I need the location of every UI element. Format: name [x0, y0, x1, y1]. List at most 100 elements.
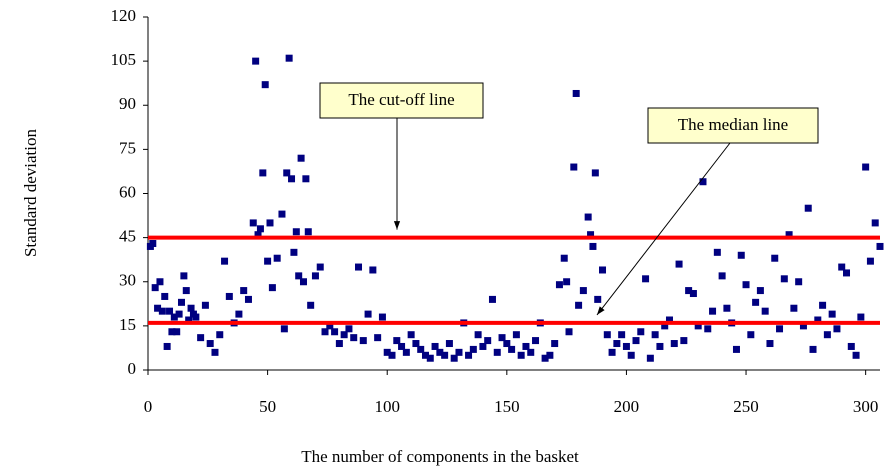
point [355, 263, 363, 271]
point [627, 351, 635, 359]
point [555, 281, 563, 289]
point [259, 169, 267, 177]
point [450, 354, 458, 362]
point [292, 228, 300, 236]
point [589, 242, 597, 250]
annotation-arrow [596, 142, 731, 316]
point [776, 325, 784, 333]
point [154, 304, 162, 312]
point [252, 57, 260, 65]
point [823, 331, 831, 339]
point [388, 351, 396, 359]
point [814, 316, 822, 324]
point [828, 310, 836, 318]
point [591, 169, 599, 177]
point [565, 328, 573, 336]
point [149, 240, 157, 248]
point [799, 322, 807, 330]
point [498, 334, 506, 342]
point [163, 342, 171, 350]
point [469, 345, 477, 353]
point [158, 307, 166, 315]
point [187, 304, 195, 312]
point [173, 328, 181, 336]
x-tick-label: 150 [494, 397, 520, 416]
point [168, 328, 176, 336]
point [493, 348, 501, 356]
point [182, 287, 190, 295]
point [316, 263, 324, 271]
point [642, 275, 650, 283]
x-tick-label: 50 [259, 397, 276, 416]
point [280, 325, 288, 333]
point [256, 225, 264, 233]
point [417, 345, 425, 353]
point [862, 163, 870, 171]
point [852, 351, 860, 359]
point [551, 340, 559, 348]
point [185, 316, 193, 324]
point [546, 351, 554, 359]
point [670, 340, 678, 348]
point [398, 342, 406, 350]
x-tick-label: 250 [733, 397, 759, 416]
point [522, 342, 530, 350]
point [742, 281, 750, 289]
point [871, 219, 879, 227]
point [575, 301, 583, 309]
x-tick-label: 0 [144, 397, 153, 416]
point [407, 331, 415, 339]
annotation-text: The median line [678, 115, 788, 134]
point [737, 251, 745, 259]
point [455, 348, 463, 356]
point [587, 231, 595, 239]
y-tick-label: 45 [119, 227, 136, 246]
point [876, 242, 884, 250]
point [331, 328, 339, 336]
point [412, 340, 420, 348]
point [704, 325, 712, 333]
point [637, 328, 645, 336]
point [197, 334, 205, 342]
point [436, 348, 444, 356]
point [512, 331, 520, 339]
point [383, 348, 391, 356]
point [283, 169, 291, 177]
point [790, 304, 798, 312]
y-axis-label: Standard deviation [21, 129, 40, 257]
point [833, 325, 841, 333]
annotation-box [647, 107, 819, 144]
point [192, 313, 200, 321]
point [618, 331, 626, 339]
point [216, 331, 224, 339]
point [608, 348, 616, 356]
point [699, 178, 707, 186]
point [866, 257, 874, 265]
point [311, 272, 319, 280]
point [170, 313, 178, 321]
point [244, 295, 252, 303]
point [278, 210, 286, 218]
point [441, 351, 449, 359]
point [359, 337, 367, 345]
point [393, 337, 401, 345]
point [378, 313, 386, 321]
point [713, 248, 721, 256]
point [651, 331, 659, 339]
arrow-head [393, 221, 401, 230]
point [508, 345, 516, 353]
point [335, 340, 343, 348]
point [563, 278, 571, 286]
point [479, 342, 487, 350]
point [426, 354, 434, 362]
point [756, 287, 764, 295]
point [584, 213, 592, 221]
point [771, 254, 779, 262]
point [484, 337, 492, 345]
point [599, 266, 607, 274]
point [838, 263, 846, 271]
point [603, 331, 611, 339]
point [295, 272, 303, 280]
point [321, 328, 329, 336]
point [622, 342, 630, 350]
